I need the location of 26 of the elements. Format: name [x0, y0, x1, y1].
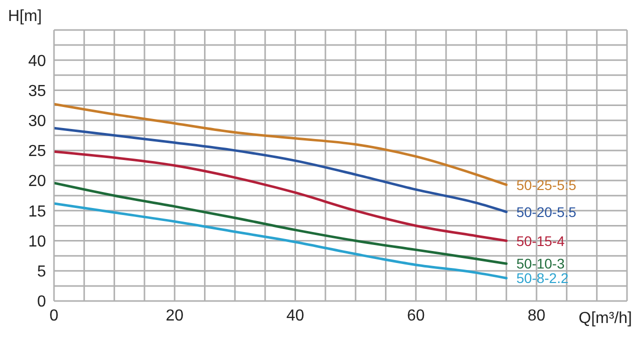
series-label: 50-15-4 — [516, 232, 565, 249]
series-label: 50-8-2.2 — [516, 270, 569, 286]
x-axis-title: Q[m³/h] — [578, 310, 632, 328]
line-series — [54, 150, 508, 242]
line-series — [54, 202, 508, 280]
y-axis-title: H[m] — [8, 8, 42, 26]
x-tick-label: 80 — [528, 307, 546, 324]
line-series — [54, 182, 508, 265]
y-tick-label: 35 — [28, 82, 46, 100]
y-tick-label: 15 — [28, 203, 46, 220]
x-tick-label: 60 — [406, 307, 425, 324]
y-tick-label: 25 — [28, 143, 46, 160]
y-tick-label: 30 — [28, 113, 46, 130]
line-series — [54, 102, 508, 186]
y-tick-label: 10 — [28, 233, 46, 250]
series-label: 50-10-3 — [516, 256, 565, 272]
x-tick-label: 20 — [166, 307, 184, 324]
x-tick-label: 0 — [50, 307, 59, 324]
y-tick-label: 0 — [37, 294, 46, 311]
series-label: 50-25-5:5 — [516, 176, 577, 193]
y-tick-label: 20 — [28, 173, 46, 190]
line-series — [54, 126, 508, 214]
x-tick-label: 40 — [286, 307, 304, 324]
series-label: 50-20-5.5 — [516, 204, 577, 220]
y-tick-label: 5 — [37, 264, 46, 281]
y-tick-label: 40 — [28, 52, 46, 70]
